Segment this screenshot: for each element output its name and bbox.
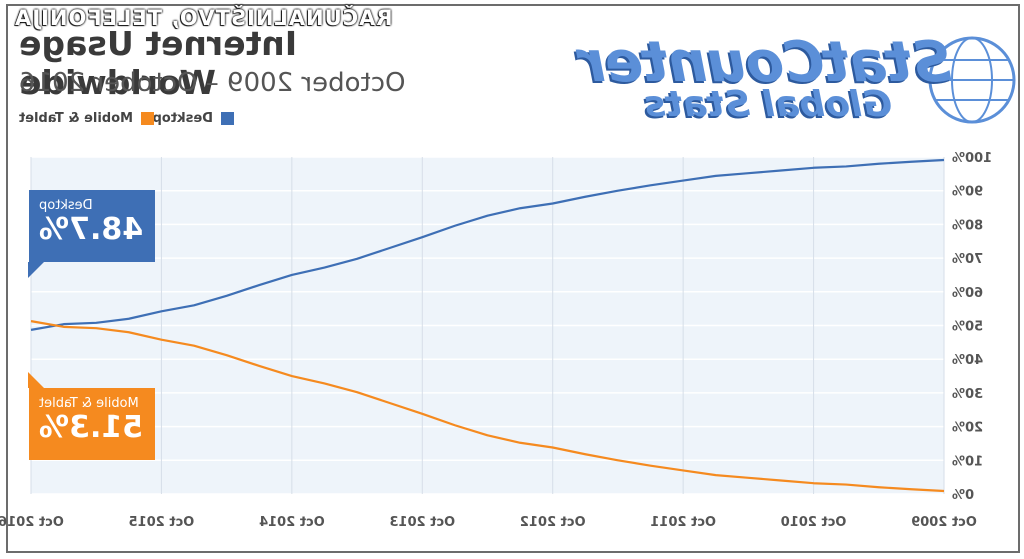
- series-lines: [30, 158, 945, 493]
- y-tick-label: 90%: [952, 185, 983, 200]
- y-tick-label: 80%: [952, 218, 983, 233]
- callout-desktop-pointer: [28, 262, 44, 278]
- y-tick-label: 70%: [952, 252, 983, 267]
- globe-icon: [928, 36, 1016, 124]
- x-tick-label: Oct 2011: [650, 515, 716, 530]
- callout-mobile-label: Mobile & Tablet: [39, 396, 139, 411]
- y-tick-label: 60%: [952, 286, 983, 301]
- callout-desktop-value: 48.7%: [39, 212, 144, 247]
- y-tick-label: 30%: [952, 387, 983, 402]
- x-tick-label: Oct 2014: [259, 515, 325, 530]
- y-tick-label: 40%: [952, 353, 983, 368]
- y-tick-label: 100%: [952, 151, 992, 166]
- x-tick-labels: Oct 2009 Oct 2010 Oct 2011 Oct 2012 Oct 2013…: [0, 515, 977, 530]
- callout-desktop: Desktop 48.7%: [28, 190, 155, 278]
- callout-mobile-value: 51.3%: [39, 410, 144, 445]
- x-tick-label: Oct 2012: [520, 515, 586, 530]
- x-tick-label: Oct 2009: [911, 515, 977, 530]
- series-line-mobile: [30, 320, 945, 493]
- y-tick-labels: 0% 10% 20% 30% 40% 50% 60% 70% 80% 90% 100%: [952, 151, 992, 503]
- callout-mobile-pointer: [28, 372, 44, 388]
- x-tick-label: Oct 2010: [781, 515, 847, 530]
- callout-desktop-label: Desktop: [39, 198, 93, 213]
- series-line-desktop: [30, 158, 945, 331]
- y-tick-label: 20%: [952, 421, 983, 436]
- x-tick-label: Oct 2016: [0, 515, 64, 530]
- callout-mobile: Mobile & Tablet 51.3%: [28, 372, 155, 460]
- x-tick-label: Oct 2015: [129, 515, 195, 530]
- statcounter-logo: StatCounter Global Stats: [522, 30, 1016, 130]
- y-tick-label: 50%: [952, 320, 983, 335]
- y-tick-label: 10%: [952, 454, 983, 469]
- x-tick-label: Oct 2013: [389, 515, 455, 530]
- grid-lines: [31, 156, 944, 495]
- y-tick-label: 0%: [952, 488, 974, 503]
